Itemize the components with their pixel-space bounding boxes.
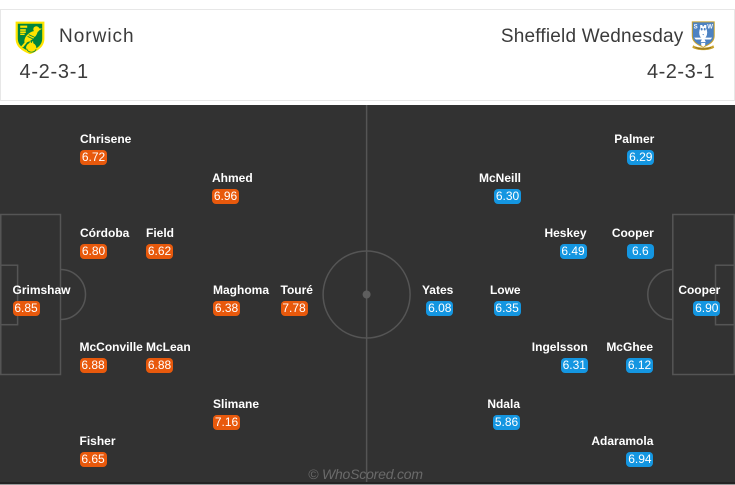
svg-text:S: S [694, 24, 698, 30]
svg-text:W: W [707, 24, 713, 30]
